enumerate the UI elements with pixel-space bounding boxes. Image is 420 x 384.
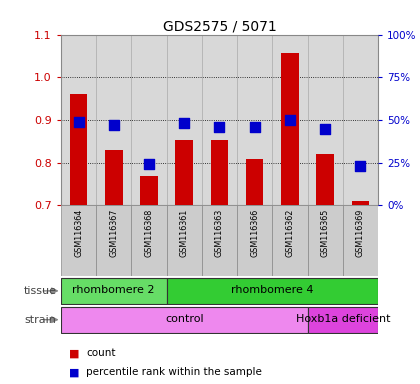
Bar [140, 175, 158, 205]
Text: GSM116362: GSM116362 [286, 209, 294, 257]
Bar [281, 53, 299, 205]
FancyBboxPatch shape [237, 205, 272, 276]
Bar [246, 159, 263, 205]
Text: control: control [165, 314, 204, 324]
Text: rhombomere 4: rhombomere 4 [231, 285, 314, 295]
Point [181, 120, 188, 126]
Text: GSM116369: GSM116369 [356, 209, 365, 257]
Text: Hoxb1a deficient: Hoxb1a deficient [296, 314, 390, 324]
FancyBboxPatch shape [167, 278, 378, 304]
Text: strain: strain [25, 314, 57, 325]
Bar [352, 201, 369, 205]
Text: tissue: tissue [24, 286, 57, 296]
Bar [211, 140, 228, 205]
Text: GSM116363: GSM116363 [215, 209, 224, 257]
Bar [211, 140, 228, 384]
FancyBboxPatch shape [96, 205, 131, 276]
Text: GSM116368: GSM116368 [144, 209, 153, 257]
Bar [246, 159, 263, 384]
FancyBboxPatch shape [61, 278, 167, 304]
Text: percentile rank within the sample: percentile rank within the sample [86, 367, 262, 377]
FancyBboxPatch shape [131, 205, 167, 276]
Text: rhombomere 2: rhombomere 2 [73, 285, 155, 295]
FancyBboxPatch shape [307, 205, 343, 276]
Text: ■: ■ [69, 367, 80, 377]
Bar [352, 201, 369, 384]
FancyBboxPatch shape [61, 205, 96, 276]
Bar [176, 140, 193, 205]
Title: GDS2575 / 5071: GDS2575 / 5071 [163, 20, 276, 33]
Point [322, 126, 328, 132]
Point [357, 163, 364, 169]
FancyBboxPatch shape [272, 205, 307, 276]
Bar [70, 94, 87, 205]
FancyBboxPatch shape [61, 307, 307, 333]
Point [216, 124, 223, 130]
Bar [105, 150, 123, 205]
Point [286, 117, 293, 123]
Point [110, 122, 117, 128]
Text: count: count [86, 348, 116, 358]
Text: GSM116366: GSM116366 [250, 209, 259, 257]
Text: GSM116365: GSM116365 [320, 209, 330, 257]
Text: GSM116364: GSM116364 [74, 209, 83, 257]
Bar [140, 175, 158, 384]
FancyBboxPatch shape [167, 205, 202, 276]
Text: ■: ■ [69, 348, 80, 358]
Text: GSM116361: GSM116361 [180, 209, 189, 257]
Point [146, 161, 152, 167]
FancyBboxPatch shape [307, 307, 378, 333]
Point [75, 119, 82, 125]
FancyBboxPatch shape [343, 205, 378, 276]
Point [251, 124, 258, 130]
Bar [176, 140, 193, 384]
Bar [316, 154, 334, 205]
Bar [281, 53, 299, 384]
Text: GSM116367: GSM116367 [109, 209, 118, 257]
Bar [105, 150, 123, 384]
FancyBboxPatch shape [202, 205, 237, 276]
Bar [316, 154, 334, 384]
Bar [70, 94, 87, 384]
